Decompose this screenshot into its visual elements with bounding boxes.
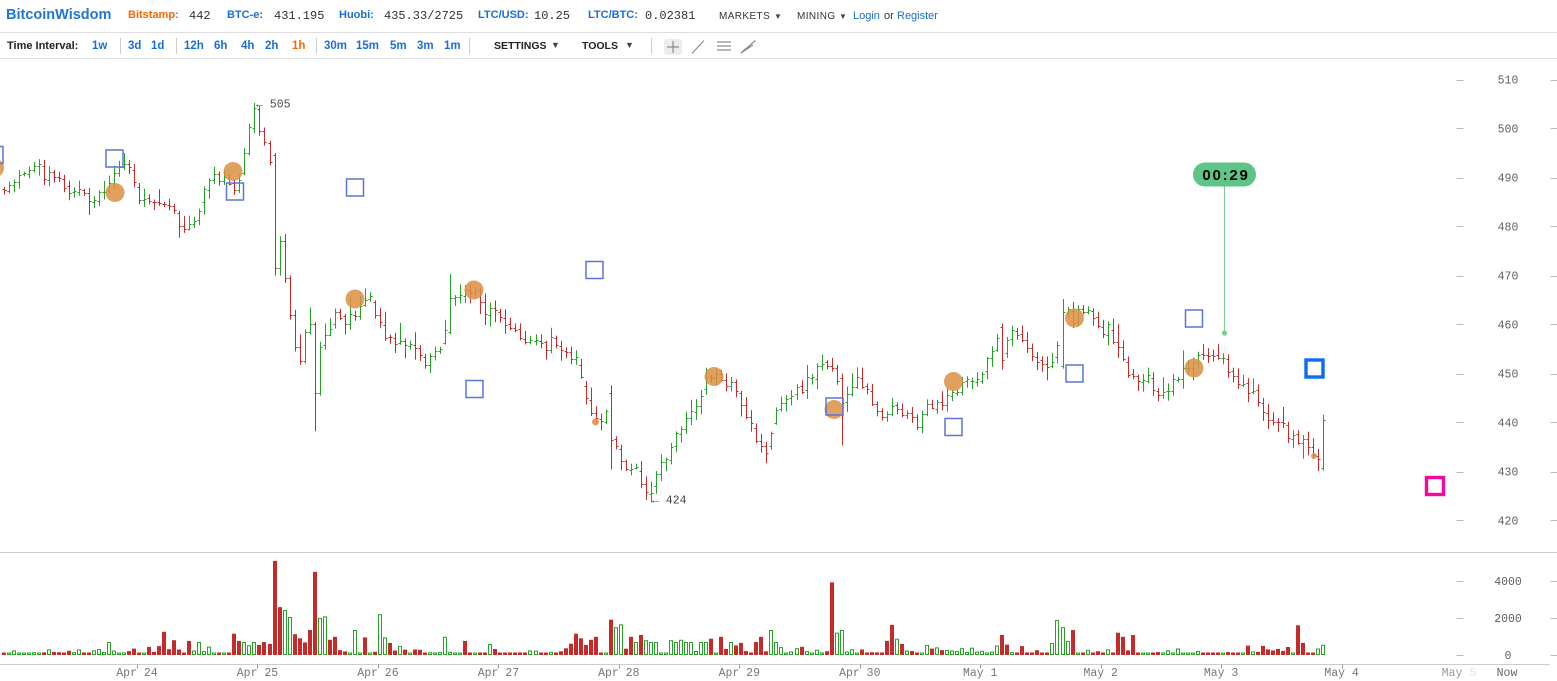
svg-text:420: 420 — [1498, 516, 1519, 529]
svg-text:5: 5 — [1470, 667, 1477, 680]
svg-text:Apr 29: Apr 29 — [719, 667, 761, 680]
svg-text:450: 450 — [1498, 369, 1519, 382]
svg-text:Apr 30: Apr 30 — [839, 667, 881, 680]
svg-text:2000: 2000 — [1494, 613, 1522, 626]
svg-text:480: 480 — [1498, 222, 1519, 235]
svg-text:May 1: May 1 — [963, 667, 998, 680]
svg-text:4000: 4000 — [1494, 576, 1522, 589]
svg-text:← 424: ← 424 — [652, 495, 687, 508]
svg-text:Apr 28: Apr 28 — [598, 667, 640, 680]
svg-text:Apr 25: Apr 25 — [237, 667, 279, 680]
svg-text:460: 460 — [1498, 320, 1519, 333]
svg-text:500: 500 — [1498, 124, 1519, 137]
svg-text:510: 510 — [1498, 75, 1519, 88]
svg-text:Now: Now — [1497, 667, 1518, 680]
svg-text:← 505: ← 505 — [256, 99, 291, 112]
svg-text:May: May — [1442, 667, 1463, 680]
svg-text:Apr 26: Apr 26 — [357, 667, 399, 680]
svg-text:Apr 27: Apr 27 — [478, 667, 519, 680]
svg-text:430: 430 — [1498, 467, 1519, 480]
svg-text:May 4: May 4 — [1324, 667, 1359, 680]
svg-text:470: 470 — [1498, 271, 1519, 284]
svg-text:Apr 24: Apr 24 — [116, 667, 158, 680]
svg-text:00:29: 00:29 — [1202, 167, 1249, 184]
svg-text:490: 490 — [1498, 173, 1519, 186]
svg-text:May 3: May 3 — [1204, 667, 1239, 680]
svg-text:440: 440 — [1498, 418, 1519, 431]
svg-text:0: 0 — [1505, 650, 1512, 663]
svg-text:May 2: May 2 — [1083, 667, 1118, 680]
